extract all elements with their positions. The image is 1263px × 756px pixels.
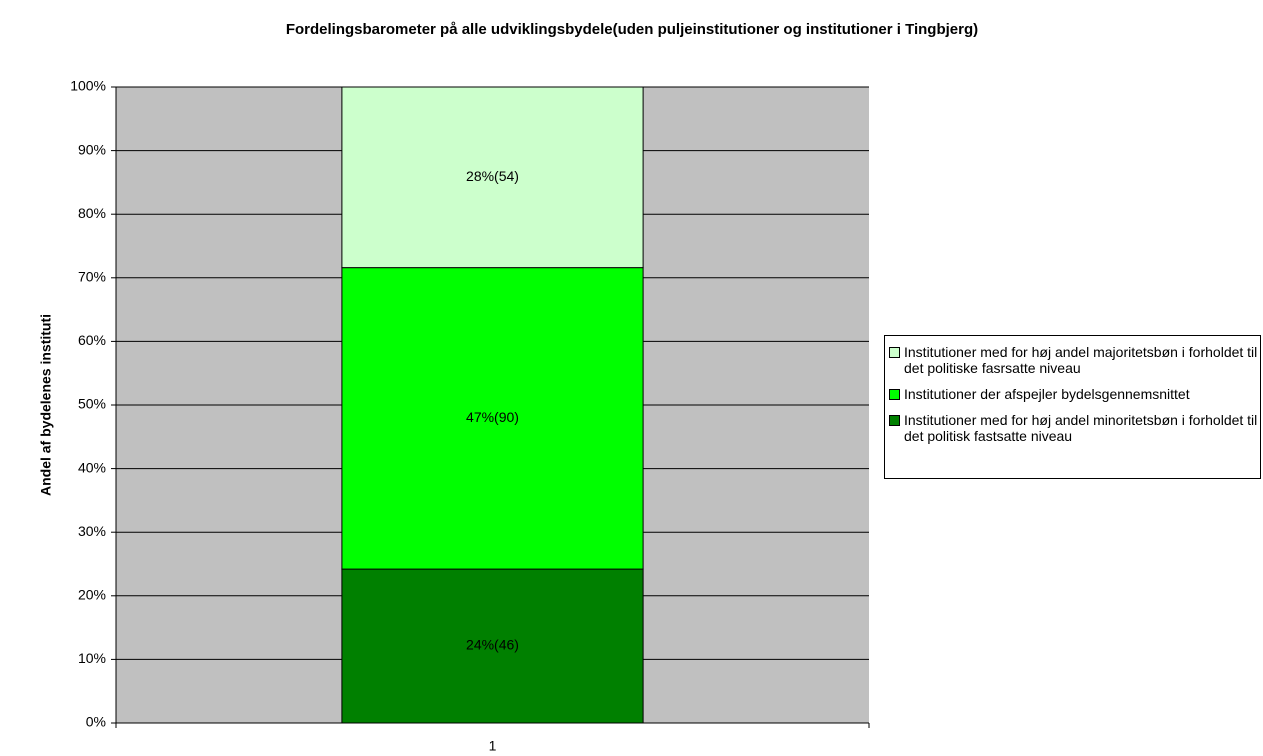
legend-swatch	[889, 415, 900, 426]
y-tick-label: 10%	[78, 650, 106, 666]
bar-segment	[341, 568, 644, 724]
legend-label: Institutioner med for høj andel minorite…	[904, 412, 1258, 444]
data-label: 24%(46)	[466, 637, 519, 653]
y-axis-label: Andel af bydelenes instituti	[38, 314, 54, 496]
y-tick-label: 80%	[78, 205, 106, 221]
bar-segment	[341, 86, 644, 269]
y-tick-label: 90%	[78, 141, 106, 157]
chart-title: Fordelingsbarometer på alle udviklingsby…	[286, 21, 978, 38]
legend-entry: Institutioner der afspejler bydelsgennem…	[889, 386, 1258, 402]
legend-entry: Institutioner med for høj andel majorite…	[889, 344, 1258, 376]
y-tick-label: 70%	[78, 269, 106, 285]
bar-segment	[341, 267, 644, 570]
y-tick-label: 20%	[78, 587, 106, 603]
y-tick-label: 60%	[78, 332, 106, 348]
y-tick-label: 50%	[78, 396, 106, 412]
legend-swatch	[889, 389, 900, 400]
legend: Institutioner med for høj andel majorite…	[884, 335, 1261, 479]
y-tick-label: 100%	[70, 78, 106, 94]
x-tick-label: 1	[489, 738, 497, 754]
legend-swatch	[889, 347, 900, 358]
data-label: 28%(54)	[466, 168, 519, 184]
y-tick-label: 30%	[78, 523, 106, 539]
data-label: 47%(90)	[466, 409, 519, 425]
legend-label: Institutioner der afspejler bydelsgennem…	[904, 386, 1190, 402]
legend-entry: Institutioner med for høj andel minorite…	[889, 412, 1258, 444]
y-tick-label: 0%	[86, 714, 106, 730]
y-tick-label: 40%	[78, 459, 106, 475]
legend-label: Institutioner med for høj andel majorite…	[904, 344, 1258, 376]
